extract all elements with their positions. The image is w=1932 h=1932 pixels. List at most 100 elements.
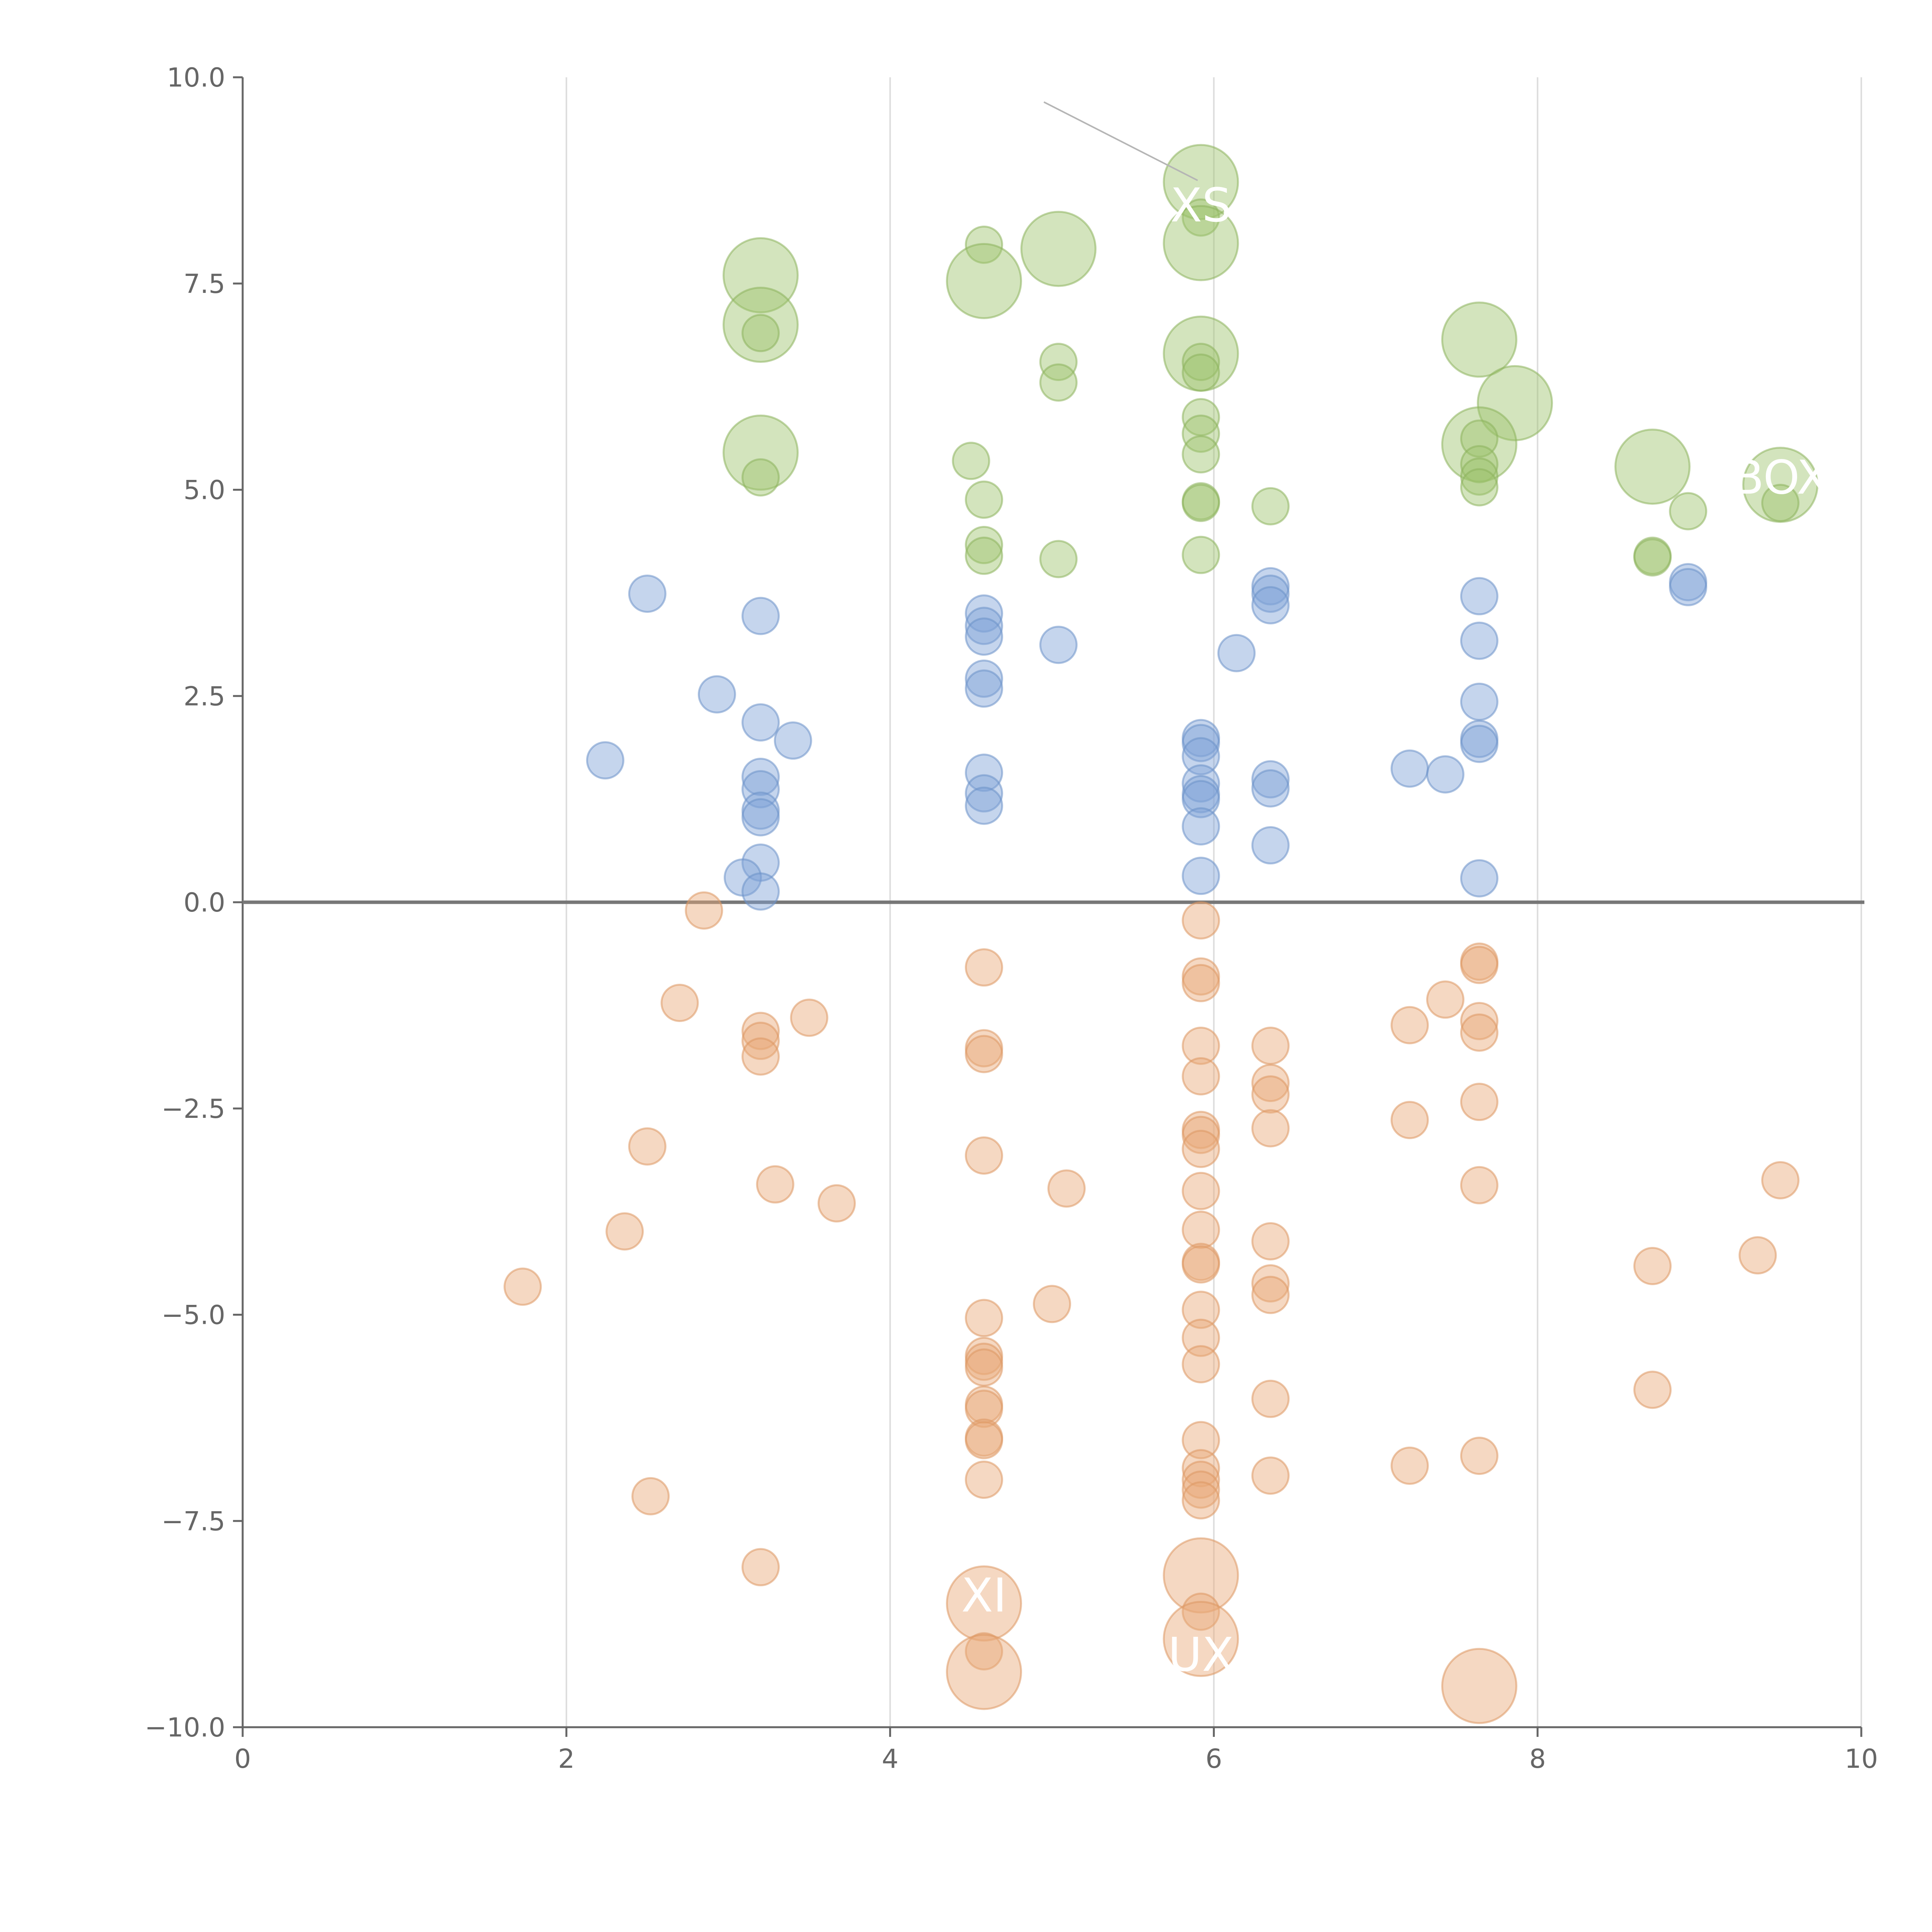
- data-point: [1217, 634, 1256, 672]
- data-point: [965, 607, 1003, 645]
- x-tick-label: 10: [1845, 1744, 1878, 1774]
- data-point: [1390, 1101, 1429, 1139]
- data-point: [741, 1037, 780, 1076]
- series-orange: [503, 891, 1800, 1724]
- data-point: [1460, 682, 1498, 721]
- data-point: [965, 1632, 1003, 1671]
- data-point: [1182, 343, 1220, 381]
- data-point: [1182, 198, 1220, 237]
- data-point: [965, 1461, 1003, 1499]
- series-green: [722, 144, 1819, 578]
- data-point: [1460, 621, 1498, 660]
- data-point: [1182, 1245, 1220, 1284]
- data-point: [1182, 1211, 1220, 1249]
- data-point: [741, 757, 780, 796]
- data-point: [741, 703, 780, 742]
- data-point: [741, 872, 780, 911]
- data-points: [503, 144, 1819, 1724]
- data-point: [1460, 859, 1498, 898]
- data-point: [965, 753, 1003, 792]
- annotation-label: XS: [1170, 179, 1231, 233]
- data-point: [1251, 575, 1290, 613]
- data-point: [1460, 1013, 1498, 1052]
- data-point: [741, 770, 780, 809]
- data-point: [1441, 301, 1517, 378]
- y-tick-label: 0.0: [184, 888, 225, 918]
- data-point: [1163, 1601, 1239, 1677]
- data-point: [1163, 144, 1239, 220]
- data-point: [685, 891, 723, 930]
- data-point: [1460, 577, 1498, 616]
- annotation-label: XI: [961, 1569, 1007, 1622]
- data-point: [1182, 484, 1220, 522]
- data-point: [1182, 1449, 1220, 1488]
- data-point: [1182, 780, 1220, 818]
- data-point: [1182, 764, 1220, 803]
- data-point: [1633, 1247, 1672, 1286]
- data-point: [605, 1212, 644, 1251]
- data-point: [1251, 1026, 1290, 1065]
- data-point: [1633, 1371, 1672, 1409]
- data-point: [965, 1389, 1003, 1428]
- data-point: [965, 594, 1003, 633]
- data-point: [1251, 487, 1290, 526]
- data-point: [1182, 724, 1220, 762]
- data-point: [1633, 538, 1672, 577]
- data-point: [1182, 1470, 1220, 1509]
- y-tick-label: −7.5: [162, 1506, 225, 1537]
- data-point: [1182, 901, 1220, 940]
- data-point: [1182, 1057, 1220, 1095]
- data-point: [1182, 1345, 1220, 1384]
- data-point: [697, 675, 736, 714]
- data-point: [1020, 211, 1097, 287]
- data-point: [965, 526, 1003, 565]
- data-point: [1039, 363, 1078, 402]
- data-point: [1390, 1006, 1429, 1044]
- data-point: [628, 575, 667, 613]
- data-point: [1182, 1116, 1220, 1154]
- data-point: [1182, 353, 1220, 392]
- data-point: [1251, 1456, 1290, 1495]
- data-point: [1251, 1064, 1290, 1102]
- data-point: [1163, 1537, 1239, 1614]
- data-point: [1182, 414, 1220, 453]
- data-point: [774, 721, 812, 760]
- data-point: [946, 1634, 1022, 1710]
- data-point: [817, 1184, 856, 1223]
- data-point: [965, 480, 1003, 519]
- data-point: [741, 798, 780, 837]
- data-point: [1390, 749, 1429, 788]
- data-point: [1182, 964, 1220, 1002]
- data-point: [722, 287, 799, 363]
- y-tick-label: 5.0: [184, 475, 225, 506]
- data-point: [965, 617, 1003, 656]
- data-point: [790, 998, 828, 1037]
- data-point: [1460, 445, 1498, 483]
- x-tick-label: 6: [1206, 1744, 1222, 1774]
- data-point: [741, 314, 780, 352]
- data-point: [1460, 1083, 1498, 1121]
- data-point: [1441, 1648, 1517, 1724]
- data-point: [965, 948, 1003, 987]
- data-point: [503, 1267, 542, 1306]
- data-point: [1163, 205, 1239, 281]
- data-point: [741, 1548, 780, 1587]
- data-point: [741, 597, 780, 635]
- data-point: [1251, 1264, 1290, 1303]
- data-point: [1182, 1129, 1220, 1168]
- data-point: [1460, 1002, 1498, 1040]
- data-point: [1182, 857, 1220, 895]
- data-point: [1182, 737, 1220, 776]
- data-point: [1182, 435, 1220, 474]
- data-point: [1390, 1446, 1429, 1485]
- data-point: [722, 414, 799, 491]
- data-point: [1251, 826, 1290, 865]
- data-point: [1182, 1026, 1220, 1065]
- data-point: [1182, 1421, 1220, 1459]
- data-point: [741, 1022, 780, 1060]
- data-point: [1738, 1236, 1777, 1275]
- data-point: [965, 1299, 1003, 1337]
- data-point: [1033, 1285, 1071, 1323]
- data-point: [741, 458, 780, 497]
- data-point: [1460, 946, 1498, 984]
